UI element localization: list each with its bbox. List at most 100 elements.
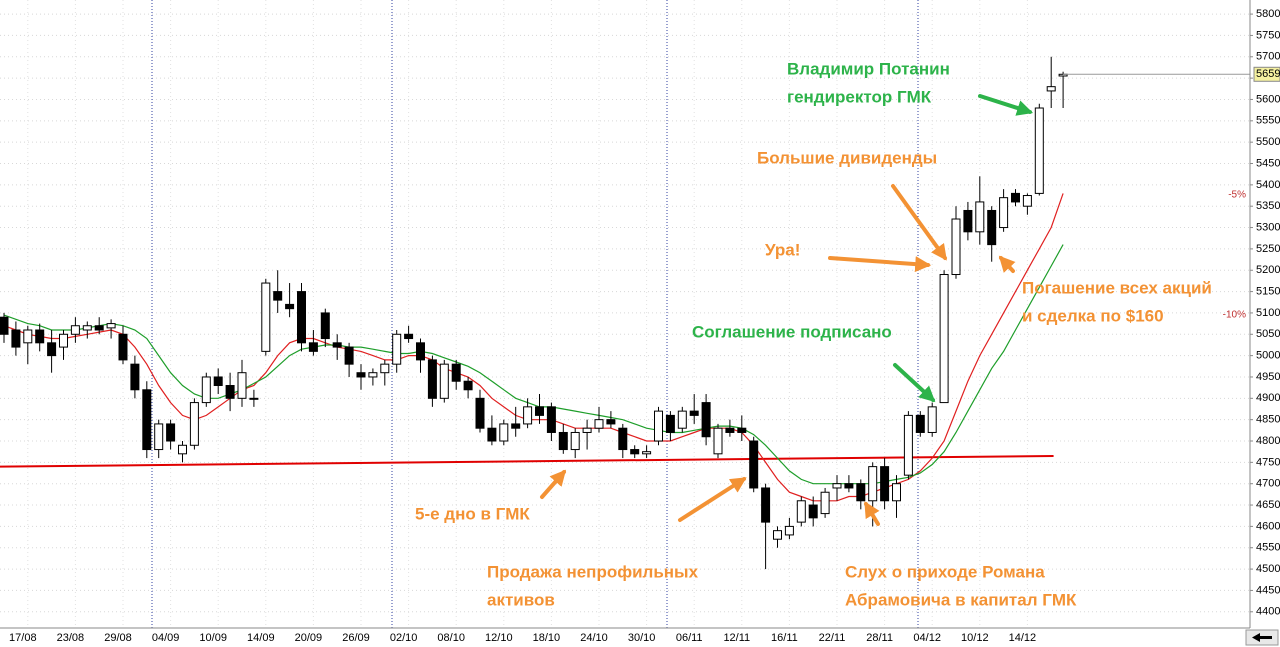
candle-body [142,389,152,451]
candle-body [903,414,913,476]
candle-body [523,406,533,425]
candle-body [94,325,104,331]
candle-body [463,380,473,391]
candle-body [154,423,164,451]
x-tick-label: 22/11 [819,632,846,644]
y-tick-label: 4900 [1256,392,1280,404]
y-tick-label: 5400 [1256,179,1280,191]
x-tick-label: 02/10 [390,632,418,644]
x-tick-label: 28/11 [866,632,893,644]
candle-body [773,530,782,540]
annotation: Абрамовича в капитал ГМК [845,590,1077,609]
y-tick-label: 5150 [1256,285,1280,297]
x-tick-label: 23/08 [57,632,85,644]
y-tick-label: 4950 [1256,371,1280,383]
candle-body [677,410,687,429]
candle-body [499,423,509,442]
x-tick-label: 10/09 [199,632,227,644]
candle-body [796,500,806,523]
x-tick-label: 04/09 [152,632,180,644]
y-tick-label: 5550 [1256,115,1280,127]
candle-body [213,376,223,387]
candle-body [535,406,544,416]
candle-body [237,372,247,399]
candle-body [558,431,568,451]
last-price-box [1253,66,1280,82]
y-tick-label: 5700 [1256,51,1280,63]
x-tick-label: 14/09 [247,632,275,644]
axes: 4400 4450 4500 4550 4600 4650 4700 4750 4800 4850… [9,8,1280,644]
y-tick-label: 5600 [1256,93,1280,105]
candle-body [701,402,711,438]
candle-body [1034,107,1044,194]
candle-body [392,333,402,365]
candle-body [975,201,985,233]
arrow [678,477,747,522]
y-tick-label: 5450 [1256,157,1280,169]
candle-body [642,451,652,455]
band-label: -10% [1223,310,1246,321]
candle-body [1011,192,1020,203]
candle-body [35,329,45,344]
candle-body [59,333,68,348]
candle-body [856,483,866,502]
y-tick-label: 5050 [1256,328,1280,340]
band-label: -5% [1228,190,1246,201]
x-tick-label: 10/12 [961,632,989,644]
candle-body [11,329,21,348]
x-tick-label: 12/11 [723,632,750,644]
x-tick-label: 30/10 [628,632,656,644]
candle-body [487,427,497,442]
annotation: Ура! [765,240,800,259]
candle-body [297,291,306,344]
candle-body [749,440,759,489]
x-tick-label: 12/10 [485,632,513,644]
x-tick-label: 08/10 [437,632,465,644]
arrow [891,184,947,261]
candle-body [654,410,663,442]
candle-body [546,406,556,433]
candle-body [320,312,330,340]
candle-body [987,209,997,246]
y-tick-label: 4400 [1256,606,1280,618]
y-tick-label: 5750 [1256,29,1280,41]
candle-body [70,325,80,335]
annotation: Продажа непрофильных [487,562,699,581]
candle-body [285,303,295,310]
x-tick-label: 14/12 [1009,632,1037,644]
annotation: гендиректор ГМК [787,87,932,106]
candle-body [951,218,961,276]
y-tick-label: 5000 [1256,350,1280,362]
candle-body [784,525,794,536]
candle-body [261,282,271,352]
candle-body [439,363,449,399]
candle-body [368,372,378,378]
annotation: и сделка по $160 [1022,306,1164,325]
candle-body [47,342,57,357]
y-tick-label: 5350 [1256,200,1280,212]
plot: -5% -10% [0,56,1250,570]
support-line [0,454,1054,468]
annotation: 5-е дно в ГМК [415,504,530,523]
y-tick-label: 5500 [1256,136,1280,148]
candle-body [606,419,616,425]
y-tick-label: 4750 [1256,456,1280,468]
annotation: активов [487,590,555,609]
candle-body [0,316,9,335]
candle-body [999,197,1009,229]
y-tick-label: 4450 [1256,584,1280,596]
candle-body [380,363,390,374]
x-tick-label: 24/10 [580,632,608,644]
x-axis-panel [0,628,1280,647]
candle-body [570,431,580,451]
candle-body [451,363,461,382]
candle-body [832,483,842,489]
candle-body [1022,195,1032,207]
x-tick-label: 18/10 [533,632,561,644]
candle-body [665,414,675,433]
candle-body [725,427,735,433]
candle-body [808,504,818,519]
y-tick-label: 5300 [1256,221,1280,233]
